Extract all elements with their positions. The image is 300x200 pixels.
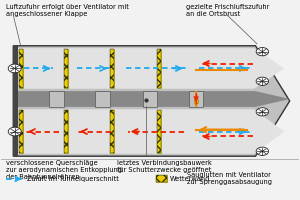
Circle shape [8,64,21,73]
Circle shape [256,77,268,85]
Text: gezielte Frischluftszufuhr
an die Ortsbrust: gezielte Frischluftszufuhr an die Ortsbr… [186,4,269,17]
Bar [157,110,161,153]
Circle shape [256,147,268,155]
Polygon shape [13,46,290,156]
Bar [157,49,161,88]
Bar [110,110,114,153]
Bar [110,49,114,88]
Bar [157,49,161,88]
Bar [156,175,167,182]
Bar [64,110,68,153]
Text: Sauglutten mit Ventilator
zur Sprenggasabsaugung: Sauglutten mit Ventilator zur Sprenggasa… [187,172,272,185]
Polygon shape [15,109,284,154]
Circle shape [256,48,268,56]
Bar [194,99,198,103]
Bar [19,49,23,88]
Text: Zuluft im Tunnelquerschnitt: Zuluft im Tunnelquerschnitt [27,176,119,182]
Bar [64,49,68,88]
Circle shape [256,108,268,116]
Text: verschlossene Querschläge
zur aerodynamischen Entkopplung
der Bahntunnelröhren: verschlossene Querschläge zur aerodynami… [6,160,122,180]
Bar [110,49,114,88]
Bar [95,91,110,107]
Polygon shape [13,91,290,107]
Bar [156,175,167,182]
Bar [189,91,203,107]
Text: Luftzufuhr erfolgt über Ventilator mit
angeschlossener Klappe: Luftzufuhr erfolgt über Ventilator mit a… [6,4,129,17]
Bar [110,110,114,153]
Circle shape [8,127,21,136]
Bar [19,110,23,153]
Text: Wetterwand: Wetterwand [170,176,211,182]
Bar [13,46,18,156]
Bar [64,49,68,88]
Text: letztes Verbindungsbauwerk
für Schutterzwecke geöffnet: letztes Verbindungsbauwerk für Schutterz… [117,160,212,173]
Bar [157,110,161,153]
Bar [19,110,23,153]
Bar [49,91,64,107]
Polygon shape [15,48,284,89]
Bar [143,91,157,107]
Bar [64,110,68,153]
Bar [19,49,23,88]
